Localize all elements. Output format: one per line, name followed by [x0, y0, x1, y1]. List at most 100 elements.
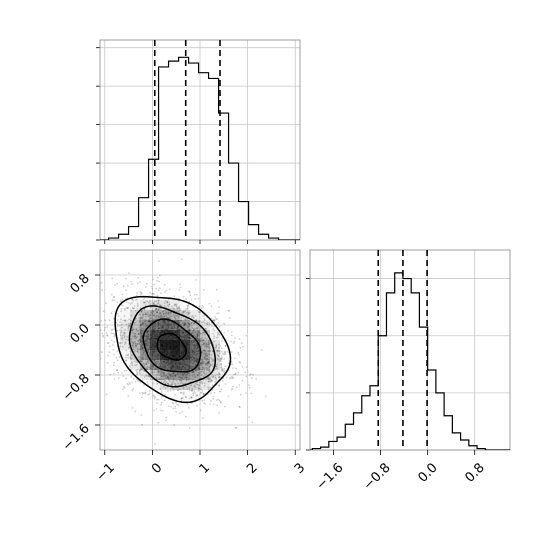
joint-scatter-point	[216, 349, 219, 352]
joint-scatter-point	[127, 353, 130, 356]
joint-scatter-point	[111, 299, 114, 302]
joint-scatter-point	[223, 353, 225, 355]
joint-scatter-point	[156, 360, 159, 363]
joint-scatter-point	[169, 375, 172, 377]
joint-scatter-point	[186, 318, 188, 321]
joint-density-cell	[170, 310, 180, 320]
joint-scatter-point	[106, 326, 109, 328]
joint-scatter-point	[141, 363, 144, 365]
joint-scatter-point	[239, 393, 242, 396]
joint-density-cell	[160, 370, 170, 380]
joint-scatter-point	[215, 367, 218, 370]
joint-scatter-point	[168, 373, 171, 375]
joint-scatter-point	[207, 341, 210, 344]
joint-scatter-point	[179, 376, 182, 379]
joint-scatter-point	[98, 366, 100, 368]
joint-scatter-point	[134, 335, 137, 338]
joint-scatter-point	[220, 364, 223, 367]
joint-scatter-point	[188, 427, 191, 429]
joint-scatter-point	[180, 397, 183, 400]
joint-scatter-point	[132, 387, 135, 390]
joint-density-cell	[160, 300, 170, 310]
joint-scatter-point	[233, 340, 236, 343]
joint-scatter-point	[117, 315, 120, 318]
joint-scatter-point	[235, 367, 238, 370]
joint-scatter-point	[167, 377, 170, 380]
joint-scatter-point	[113, 372, 115, 375]
joint-scatter-point	[138, 356, 141, 358]
joint-scatter-point	[127, 322, 130, 325]
joint-scatter-point	[147, 320, 150, 323]
joint-scatter-point	[153, 283, 156, 286]
joint-scatter-point	[212, 358, 214, 361]
joint-scatter-point	[126, 307, 129, 310]
joint-scatter-point	[174, 317, 176, 320]
joint-scatter-point	[200, 339, 203, 341]
joint-scatter-point	[164, 393, 167, 396]
joint-scatter-point	[138, 326, 141, 329]
marginal-y-histogram-bar	[403, 279, 411, 450]
joint-scatter-point	[204, 403, 206, 405]
joint-scatter-point	[119, 345, 122, 348]
joint-scatter-point	[192, 363, 195, 366]
joint-scatter-point	[179, 382, 182, 384]
joint-scatter-point	[162, 312, 165, 315]
joint-scatter-point	[178, 307, 181, 310]
joint-scatter-point	[201, 391, 204, 394]
joint-scatter-point	[196, 383, 199, 386]
joint-density-cell	[150, 370, 160, 380]
joint-scatter-point	[134, 343, 137, 345]
joint-scatter-point	[187, 322, 190, 325]
joint-scatter-point	[194, 369, 197, 372]
joint-scatter-point	[192, 332, 194, 334]
joint-scatter-point	[177, 372, 180, 375]
joint-scatter-point	[127, 327, 130, 330]
joint-scatter-point	[209, 403, 211, 405]
joint-scatter-point	[108, 351, 111, 354]
joint-scatter-point	[159, 287, 161, 290]
joint-ytick-label: 0.0	[68, 321, 93, 346]
joint-scatter-point	[212, 375, 215, 378]
joint-scatter-point	[189, 312, 192, 314]
joint-scatter-point	[140, 310, 143, 313]
joint-scatter-point	[172, 307, 175, 310]
joint-scatter-point	[202, 367, 205, 370]
joint-scatter-point	[206, 377, 209, 380]
joint-scatter-point	[208, 322, 211, 325]
joint-scatter-point	[173, 295, 176, 298]
joint-scatter-point	[213, 319, 216, 322]
joint-scatter-point	[153, 314, 156, 317]
joint-scatter-point	[111, 329, 113, 332]
joint-scatter-point	[195, 319, 198, 321]
joint-density-cell	[170, 300, 180, 310]
joint-scatter-point	[157, 316, 160, 319]
joint-scatter-point	[195, 327, 197, 330]
joint-scatter-point	[175, 315, 177, 317]
joint-scatter-point	[214, 381, 217, 384]
joint-scatter-point	[118, 356, 121, 358]
joint-scatter-point	[167, 390, 169, 392]
joint-scatter-point	[131, 298, 134, 301]
joint-scatter-point	[124, 341, 127, 343]
joint-density-cell	[170, 320, 180, 330]
joint-scatter-point	[172, 308, 175, 310]
joint-scatter-point	[210, 364, 212, 367]
joint-scatter-point	[148, 316, 151, 318]
joint-scatter-point	[199, 392, 202, 394]
joint-scatter-point	[210, 317, 213, 320]
joint-scatter-point	[158, 363, 160, 366]
joint-scatter-point	[217, 398, 220, 401]
joint-density-cell	[190, 380, 200, 390]
joint-density-cell	[190, 330, 200, 340]
joint-scatter-point	[231, 388, 234, 390]
joint-scatter-point	[120, 337, 123, 339]
joint-scatter-point	[134, 349, 137, 352]
joint-scatter-point	[207, 346, 210, 348]
joint-scatter-point	[131, 354, 133, 356]
joint-scatter-point	[167, 317, 170, 320]
joint-scatter-point	[193, 360, 196, 363]
joint-scatter-point	[223, 351, 226, 353]
joint-scatter-point	[225, 376, 228, 379]
joint-scatter-point	[189, 337, 192, 339]
joint-scatter-point	[97, 287, 99, 289]
